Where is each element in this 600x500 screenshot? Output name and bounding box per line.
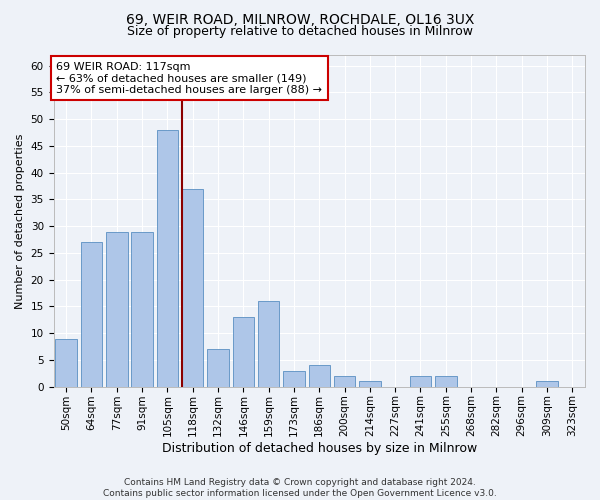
Bar <box>410 376 431 386</box>
Bar <box>81 242 102 386</box>
Bar <box>283 370 305 386</box>
Text: Size of property relative to detached houses in Milnrow: Size of property relative to detached ho… <box>127 25 473 38</box>
Bar <box>258 301 280 386</box>
X-axis label: Distribution of detached houses by size in Milnrow: Distribution of detached houses by size … <box>161 442 477 455</box>
Bar <box>435 376 457 386</box>
Bar <box>233 317 254 386</box>
Bar <box>334 376 355 386</box>
Bar <box>131 232 153 386</box>
Text: 69, WEIR ROAD, MILNROW, ROCHDALE, OL16 3UX: 69, WEIR ROAD, MILNROW, ROCHDALE, OL16 3… <box>126 12 474 26</box>
Y-axis label: Number of detached properties: Number of detached properties <box>15 133 25 308</box>
Bar <box>182 188 203 386</box>
Bar <box>308 366 330 386</box>
Bar <box>207 349 229 387</box>
Text: 69 WEIR ROAD: 117sqm
← 63% of detached houses are smaller (149)
37% of semi-deta: 69 WEIR ROAD: 117sqm ← 63% of detached h… <box>56 62 322 95</box>
Bar <box>359 382 380 386</box>
Bar <box>536 382 558 386</box>
Bar <box>106 232 128 386</box>
Bar <box>55 338 77 386</box>
Bar <box>157 130 178 386</box>
Text: Contains HM Land Registry data © Crown copyright and database right 2024.
Contai: Contains HM Land Registry data © Crown c… <box>103 478 497 498</box>
